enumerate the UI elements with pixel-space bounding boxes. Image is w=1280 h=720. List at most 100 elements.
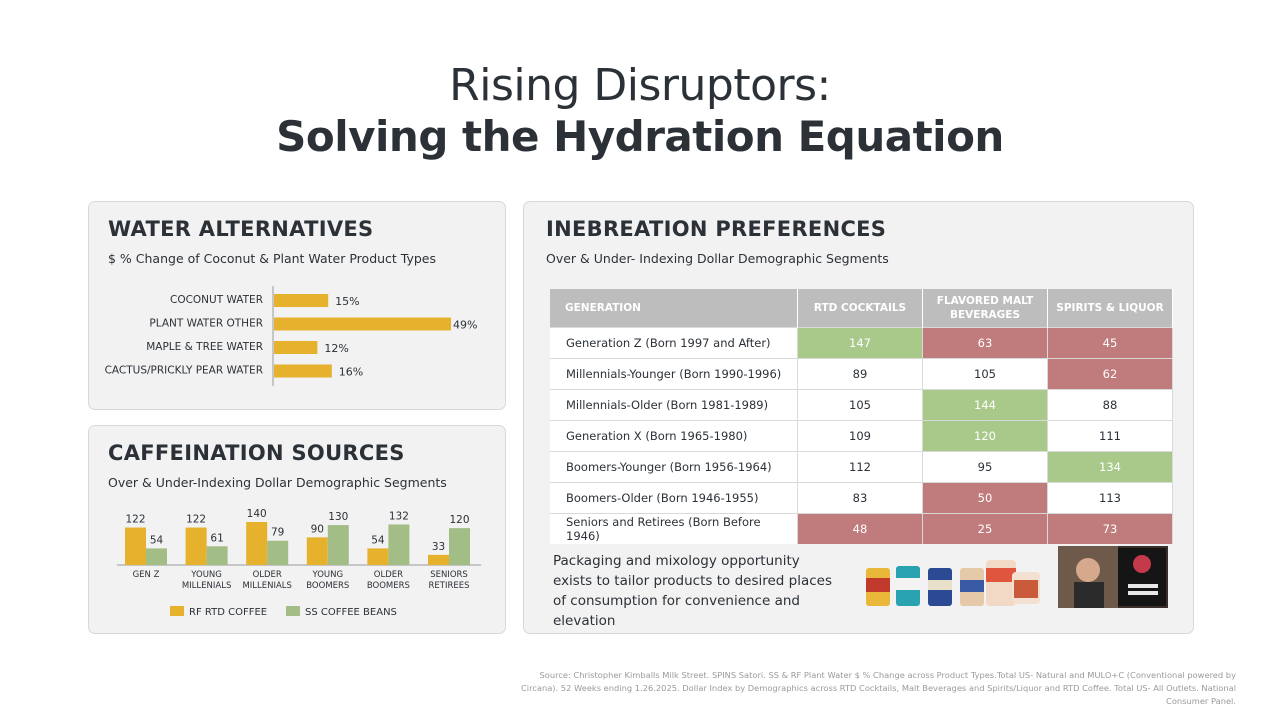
index-value-cell: 105 — [797, 389, 923, 421]
table-column-header: RTD COCKTAILS — [797, 289, 923, 328]
rtd-cans-image — [866, 560, 1040, 606]
caffeination-category-label: SENIORS — [430, 570, 468, 580]
water-category-label: MAPLE & TREE WATER — [146, 341, 263, 353]
caffeination-bar — [388, 524, 410, 565]
index-value-cell: 25 — [922, 513, 1048, 544]
water-subtitle: $ % Change of Coconut & Plant Water Prod… — [108, 251, 437, 266]
water-value-label: 49% — [453, 319, 477, 332]
caffeination-value-label: 122 — [125, 514, 145, 526]
water-bar-chart: COCONUT WATER 15% PLANT WATER OTHER 49% MAPL… — [105, 286, 477, 386]
index-value-cell: 88 — [1047, 389, 1173, 421]
caffeination-category-label: OLDER — [374, 570, 403, 580]
generation-cell: Boomers-Younger (Born 1956-1964) — [550, 451, 798, 483]
legend-label: RF RTD COFFEE — [189, 607, 267, 618]
table-row: Boomers-Younger (Born 1956-1964) 112 95 134 — [550, 451, 1173, 483]
caffeination-category-label: RETIREES — [428, 581, 469, 591]
generation-cell: Millennials-Older (Born 1981-1989) — [550, 389, 798, 421]
index-value-cell: 147 — [797, 327, 923, 359]
opportunity-text: Packaging and mixology opportunity exist… — [553, 553, 832, 629]
index-value-cell: 144 — [922, 389, 1048, 421]
table-row: Generation X (Born 1965-1980) 109 120 111 — [550, 420, 1173, 452]
index-value-cell: 63 — [922, 327, 1048, 359]
water-bar — [274, 364, 332, 378]
caffeination-bar — [367, 548, 389, 565]
inebriation-card: INEBREATION PREFERENCES Over & Under- In… — [523, 201, 1194, 634]
index-value-cell: 111 — [1047, 420, 1173, 452]
caffeination-bar — [306, 537, 328, 565]
index-value-cell: 73 — [1047, 513, 1173, 544]
caffeination-bar — [246, 522, 268, 565]
index-value-cell: 45 — [1047, 327, 1173, 359]
caffeination-category-label: GEN Z — [133, 570, 160, 580]
table-header-row: GENERATION RTD COCKTAILS FLAVORED MALT BEVE… — [550, 289, 1173, 328]
generation-cell: Generation Z (Born 1997 and After) — [550, 327, 798, 359]
caffeination-category-label: BOOMERS — [306, 581, 349, 591]
table-column-header: FLAVORED MALT BEVERAGES — [922, 289, 1048, 328]
caffeination-bar — [449, 528, 470, 565]
index-value-cell: 113 — [1047, 482, 1173, 514]
cookbook-photo-image — [1058, 546, 1168, 608]
index-value-cell: 50 — [922, 482, 1048, 514]
table-row: Generation Z (Born 1997 and After) 147 63 4… — [550, 327, 1173, 359]
caffeination-value-label: 120 — [449, 514, 469, 526]
caffeination-value-label: 122 — [186, 514, 206, 526]
inebriation-heading: INEBREATION PREFERENCES — [546, 217, 887, 241]
index-value-cell: 48 — [797, 513, 923, 544]
caffeination-value-label: 79 — [271, 527, 284, 539]
table-column-header: SPIRITS & LIQUOR — [1047, 289, 1173, 328]
water-alternatives-card: WATER ALTERNATIVES $ % Change of Coconut… — [88, 201, 506, 410]
generation-cell: Seniors and Retirees (Born Before 1946) — [550, 513, 798, 544]
page-title-line2: Solving the Hydration Equation — [276, 112, 1004, 161]
water-bar — [274, 341, 318, 354]
caffeination-category-label: YOUNG — [312, 570, 344, 580]
water-category-label: PLANT WATER OTHER — [149, 318, 263, 330]
water-category-label: COCONUT WATER — [170, 294, 263, 306]
caffeination-bar — [206, 546, 228, 565]
caffeination-heading: CAFFEINATION SOURCES — [108, 441, 405, 465]
table-row: Seniors and Retirees (Born Before 1946) 4… — [550, 513, 1173, 544]
source-footnote: Source: Christopher Kimballs Milk Street… — [520, 670, 1236, 706]
caffeination-bar — [267, 540, 289, 565]
index-value-cell: 83 — [797, 482, 923, 514]
table-row: Boomers-Older (Born 1946-1955) 83 50 113 — [550, 482, 1173, 514]
generation-cell: Millennials-Younger (Born 1990-1996) — [550, 358, 798, 390]
index-value-cell: 120 — [922, 420, 1048, 452]
caffeination-category-label: BOOMERS — [367, 581, 410, 591]
index-value-cell: 95 — [922, 451, 1048, 483]
caffeination-bar — [428, 554, 449, 565]
water-value-label: 12% — [324, 342, 348, 355]
table-row: Millennials-Older (Born 1981-1989) 105 144… — [550, 389, 1173, 421]
caffeination-bar — [327, 525, 349, 565]
caffeination-bar — [185, 527, 207, 565]
caffeination-value-label: 61 — [210, 532, 223, 544]
caffeination-category-label: YOUNG — [190, 570, 222, 580]
inebriation-subtitle: Over & Under- Indexing Dollar Demographi… — [546, 251, 889, 266]
caffeination-bar — [146, 548, 167, 565]
generation-index-table: GENERATION RTD COCKTAILS FLAVORED MALT BEVE… — [550, 289, 1173, 544]
water-value-label: 16% — [339, 366, 363, 379]
generation-cell: Boomers-Older (Born 1946-1955) — [550, 482, 798, 514]
water-heading: WATER ALTERNATIVES — [108, 217, 374, 241]
caffeination-value-label: 130 — [328, 511, 348, 523]
caffeination-card: CAFFEINATION SOURCES Over & Under-Indexi… — [88, 425, 506, 634]
caffeination-category-label: MILLENIALS — [242, 581, 292, 591]
caffeination-subtitle: Over & Under-Indexing Dollar Demographic… — [108, 475, 447, 490]
index-value-cell: 89 — [797, 358, 923, 390]
index-value-cell: 105 — [922, 358, 1048, 390]
legend-label: SS COFFEE BEANS — [305, 607, 397, 618]
caffeination-value-label: 132 — [389, 510, 409, 522]
water-value-label: 15% — [335, 295, 359, 308]
caffeination-value-label: 54 — [150, 534, 164, 546]
caffeination-value-label: 33 — [432, 541, 445, 553]
caffeination-category-label: OLDER — [253, 570, 282, 580]
table-column-header: GENERATION — [550, 289, 798, 328]
page-title-line1: Rising Disruptors: — [449, 60, 831, 111]
caffeination-category-label: MILLENIALS — [182, 581, 232, 591]
legend-swatch — [286, 606, 300, 616]
index-value-cell: 134 — [1047, 451, 1173, 483]
caffeination-value-label: 140 — [247, 508, 267, 520]
caffeination-value-label: 54 — [371, 534, 385, 546]
water-category-label: CACTUS/PRICKLY PEAR WATER — [105, 365, 263, 377]
table-row: Millennials-Younger (Born 1990-1996) 89 10… — [550, 358, 1173, 390]
index-value-cell: 112 — [797, 451, 923, 483]
